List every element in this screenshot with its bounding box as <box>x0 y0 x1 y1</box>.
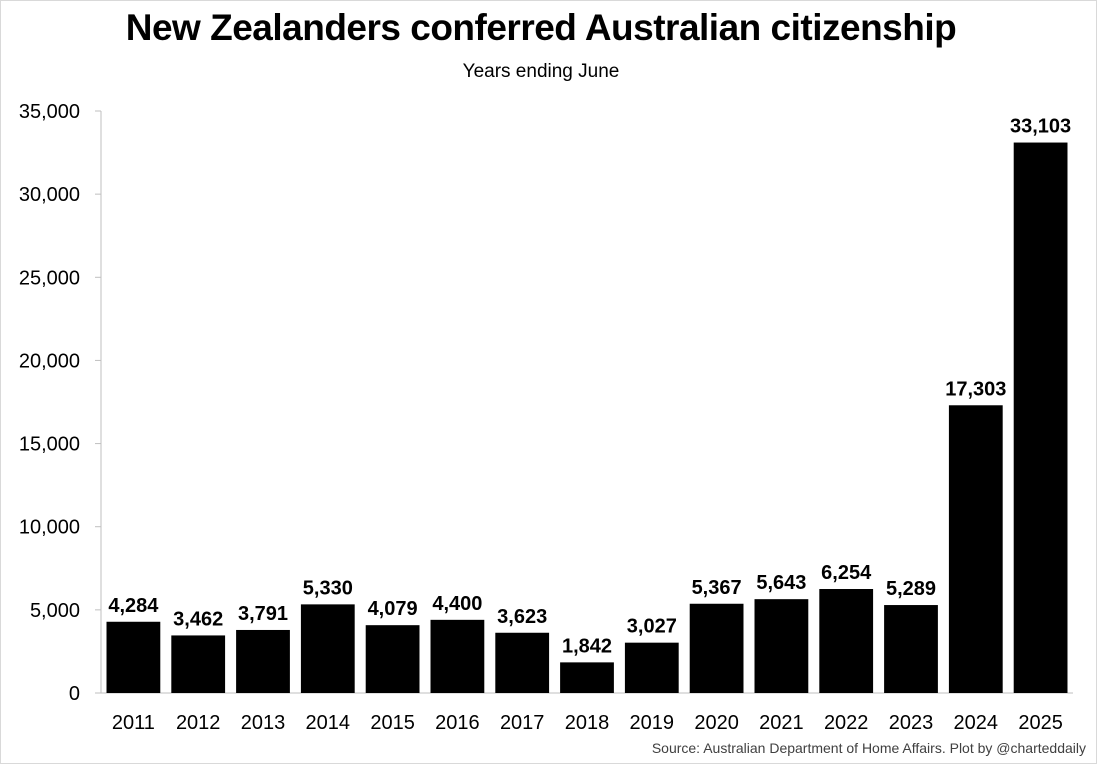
x-tick-label: 2023 <box>889 712 934 734</box>
x-tick-label: 2025 <box>1018 712 1063 734</box>
y-tick-label: 0 <box>69 683 80 705</box>
x-tick-label: 2017 <box>500 712 545 734</box>
x-tick-label: 2020 <box>694 712 739 734</box>
data-label: 33,103 <box>1010 116 1071 138</box>
bar <box>624 642 679 693</box>
bar <box>495 632 550 693</box>
x-tick-label: 2016 <box>435 712 480 734</box>
bar <box>300 604 355 693</box>
x-tick-label: 2013 <box>241 712 286 734</box>
bar <box>884 605 938 693</box>
data-label: 17,303 <box>945 378 1006 400</box>
x-tick-label: 2012 <box>176 712 221 734</box>
bar <box>171 635 226 693</box>
bar <box>819 589 874 693</box>
bar <box>106 621 161 693</box>
data-label: 3,462 <box>173 608 223 630</box>
data-label: 3,027 <box>627 616 677 638</box>
data-label: 6,254 <box>821 562 872 584</box>
y-tick-label: 25,000 <box>19 267 80 289</box>
chart-title: New Zealanders conferred Australian citi… <box>125 7 957 48</box>
data-label: 3,623 <box>497 606 547 628</box>
bar <box>689 603 744 693</box>
y-tick-label: 20,000 <box>19 350 80 372</box>
x-tick-label: 2014 <box>306 712 351 734</box>
x-tick-label: 2011 <box>112 712 155 734</box>
chart-subtitle: Years ending June <box>462 61 620 82</box>
y-tick-label: 15,000 <box>19 434 80 456</box>
bar <box>236 629 290 693</box>
data-label: 5,643 <box>756 572 806 594</box>
data-label: 3,791 <box>238 603 288 625</box>
data-label: 4,284 <box>108 595 159 617</box>
y-tick-label: 30,000 <box>19 184 80 206</box>
source-note: Source: Australian Department of Home Af… <box>651 740 1086 756</box>
x-tick-label: 2024 <box>954 712 999 734</box>
data-label: 5,330 <box>303 577 353 599</box>
data-label: 4,079 <box>368 598 418 620</box>
bar <box>365 625 420 693</box>
x-tick-label: 2022 <box>824 712 869 734</box>
data-label: 1,842 <box>562 635 612 657</box>
data-label: 5,367 <box>692 577 742 599</box>
x-tick-label: 2015 <box>370 712 415 734</box>
y-tick-label: 5,000 <box>30 600 80 622</box>
data-label: 4,400 <box>432 593 482 615</box>
bar <box>560 662 614 693</box>
bar <box>1013 142 1068 693</box>
bar <box>948 405 1003 693</box>
x-tick-label: 2021 <box>759 712 804 734</box>
y-tick-label: 35,000 <box>19 101 80 123</box>
bar <box>430 619 485 693</box>
data-label: 5,289 <box>886 578 936 600</box>
bar <box>754 599 809 693</box>
y-tick-label: 10,000 <box>19 517 80 539</box>
x-tick-label: 2019 <box>630 712 675 734</box>
x-tick-label: 2018 <box>565 712 610 734</box>
